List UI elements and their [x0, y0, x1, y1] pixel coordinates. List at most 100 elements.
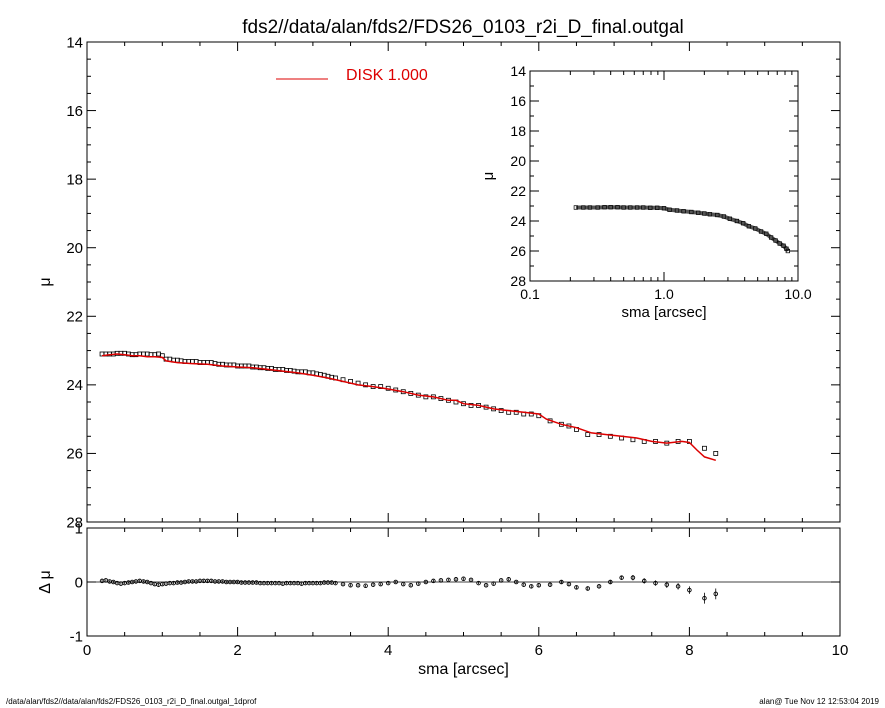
inset-background [530, 71, 798, 281]
residual-point [641, 578, 647, 584]
residual-point [498, 578, 504, 583]
residual-point [513, 579, 519, 585]
residual-point [416, 581, 421, 586]
y-axis-title: μ [480, 172, 497, 181]
y-tick-label: 18 [510, 123, 526, 139]
residual-point [393, 579, 398, 585]
inset-data-point [758, 229, 764, 234]
residual-point [468, 577, 474, 583]
x-tick-label: 4 [384, 642, 392, 659]
residual-point [453, 577, 459, 582]
residual-point [333, 580, 338, 586]
inset-data-point [689, 209, 694, 215]
residual-point [355, 582, 361, 588]
residual-point [702, 595, 707, 601]
residual-point [506, 577, 511, 582]
inset-data-point [655, 205, 660, 210]
inset-data-point [777, 241, 782, 246]
inset-panel: 14 16 18 20 22 24 26 280.1 1.0 10.0 μ sma [arcsec] [480, 63, 812, 321]
inset-data-point [785, 248, 791, 254]
residual-point [547, 582, 553, 587]
residual-point [687, 587, 692, 593]
residual-point [340, 581, 346, 587]
inset-data-point [587, 205, 593, 210]
y-tick-label: 26 [66, 446, 83, 463]
y-tick-label: 1 [75, 520, 83, 537]
inset-data-point [715, 212, 720, 218]
y-tick-label: 28 [510, 273, 526, 289]
inset-data-point [621, 205, 626, 210]
inset-data-point [681, 209, 686, 214]
chart-title: fds2//data/alan/fds2/FDS26_0103_r2i_D_fi… [242, 17, 684, 38]
y-tick-label: -1 [70, 628, 83, 645]
residual-point [574, 585, 579, 590]
x-axis-title: sma [arcsec] [621, 304, 706, 321]
inset-data-point [667, 207, 672, 212]
residual-point [431, 578, 436, 584]
residual-point [483, 582, 489, 588]
y-tick-label: 26 [510, 243, 526, 259]
inset-data-point [721, 214, 727, 219]
inset-data-point [741, 221, 746, 226]
residual-point [585, 586, 590, 591]
y-axis-title: μ [37, 277, 54, 286]
inset-data-point [773, 238, 778, 243]
residual-point [476, 580, 481, 586]
x-tick-label: 10.0 [784, 286, 811, 302]
residual-point [619, 575, 624, 580]
residual-point [559, 579, 564, 585]
inset-data-point [581, 205, 586, 210]
residual-point [408, 582, 414, 588]
data-point [585, 432, 591, 437]
residual-point [664, 582, 670, 587]
residual-point [529, 584, 534, 589]
data-point [702, 445, 707, 451]
inset-data-point [674, 208, 680, 213]
inset-data-point [608, 205, 613, 210]
x-tick-label: 0 [83, 642, 91, 659]
inset-data-point [641, 205, 646, 210]
inset-data-point [615, 205, 620, 210]
legend-label: DISK 1.000 [346, 67, 428, 84]
y-tick-label: 24 [510, 213, 526, 229]
residual-point [491, 581, 496, 586]
footer-filepath: /data/alan/fds2//data/alan/fds2/FDS26_01… [6, 697, 257, 706]
residual-point [385, 580, 391, 586]
x-tick-label: 8 [685, 642, 693, 659]
inset-data-point [781, 243, 786, 248]
y-tick-label: 14 [66, 34, 83, 51]
residual-point [401, 581, 406, 587]
data-point [713, 451, 719, 456]
inset-profile-band [575, 205, 790, 253]
inset-data-point [784, 246, 789, 251]
y-tick-label: 20 [66, 240, 83, 257]
y-axis-title: Δ μ [37, 570, 54, 593]
x-tick-label: 2 [233, 642, 241, 659]
x-tick-label: 10 [832, 642, 849, 659]
inset-data-point [768, 235, 774, 240]
residual-point [713, 591, 719, 597]
residual-point [363, 583, 368, 589]
x-tick-label: 6 [535, 642, 543, 659]
residual-point [630, 575, 636, 580]
inset-data-point [573, 205, 579, 210]
residual-point [675, 584, 681, 589]
inset-data-point [661, 206, 667, 211]
y-tick-label: 24 [66, 377, 83, 394]
residual-point [348, 582, 353, 588]
residual-point [521, 582, 526, 587]
inset-data-point [648, 205, 653, 210]
inset-data-point [753, 226, 758, 231]
residual-point [438, 578, 444, 583]
residual-point [378, 581, 383, 587]
main-panel: 14 16 18 20 22 24 26 28 μ DISK 1.000 [37, 34, 841, 531]
residual-point [608, 579, 613, 585]
inset-data-point [746, 224, 752, 229]
y-tick-label: 18 [66, 171, 83, 188]
residual-point [596, 584, 602, 589]
inset-data-point [764, 231, 769, 236]
data-point [378, 384, 384, 389]
residual-point [653, 580, 658, 586]
